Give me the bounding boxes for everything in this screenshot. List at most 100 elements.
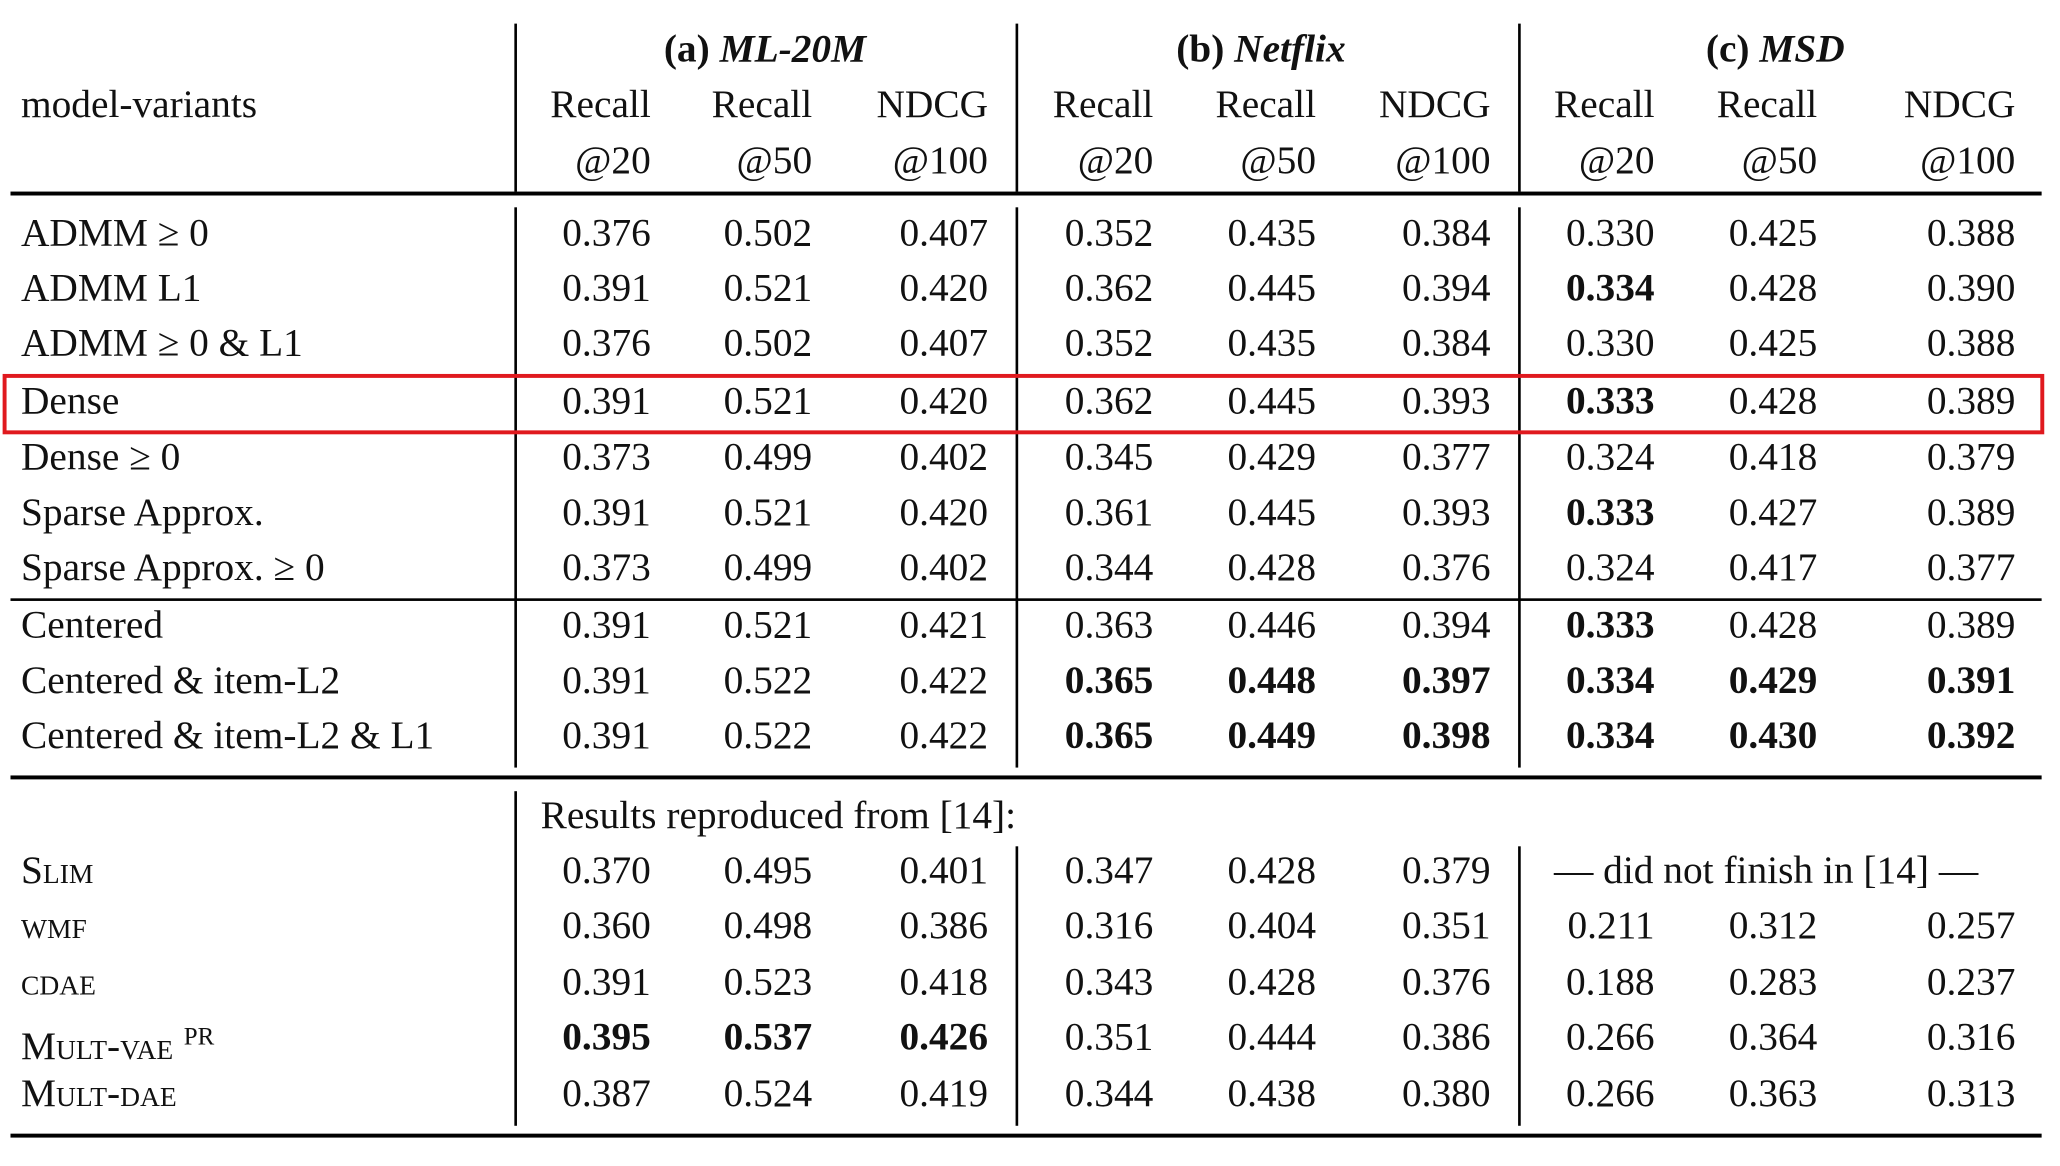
group-name: MSD [1759, 27, 1845, 71]
metric-header: NDCG [1378, 82, 1491, 126]
value-cell: 0.376 [1401, 545, 1491, 590]
baseline-label: Mult-vae PR [20, 1023, 215, 1069]
value-cell: 0.428 [1728, 379, 1818, 423]
table-row-label: Centered & item-L2 [20, 658, 341, 702]
value-cell: 0.418 [899, 960, 989, 1004]
metric-subheader: @50 [1741, 139, 1818, 183]
value-cell: 0.316 [1064, 904, 1154, 948]
value-cell: 0.428 [1728, 603, 1818, 647]
value-cell: 0.334 [1565, 713, 1655, 758]
metric-subheader: @50 [736, 139, 813, 183]
baseline-label: Mult-dae [20, 1071, 177, 1116]
value-cell: 0.363 [1064, 603, 1154, 647]
msd-not-finished-note: — did not finish in [14] — [1553, 848, 1979, 893]
value-cell: 0.391 [562, 713, 651, 758]
value-cell: 0.418 [1728, 435, 1818, 479]
value-cell: 0.352 [1064, 211, 1154, 255]
value-cell: 0.333 [1565, 603, 1655, 647]
metric-header: Recall [711, 82, 813, 126]
value-cell: 0.388 [1926, 321, 2016, 365]
metric-header: NDCG [1903, 82, 2016, 126]
value-cell: 0.333 [1565, 490, 1655, 535]
section-rule [10, 598, 2042, 601]
metric-subheader: @100 [1395, 139, 1491, 183]
value-cell: 0.537 [723, 1015, 813, 1059]
metric-header: Recall [1052, 82, 1154, 126]
value-cell: 0.419 [899, 1071, 989, 1116]
value-cell: 0.386 [1401, 1015, 1491, 1059]
value-cell: 0.324 [1565, 545, 1655, 590]
table-row-label: Sparse Approx. ≥ 0 [20, 545, 325, 590]
value-cell: 0.394 [1401, 603, 1491, 647]
col-separator-body-1 [1015, 207, 1019, 768]
value-cell: 0.211 [1567, 904, 1655, 948]
baseline-label: cdae [20, 960, 97, 1004]
section-rule-lower [10, 775, 2042, 780]
value-cell: 0.377 [1401, 435, 1491, 479]
value-cell: 0.391 [562, 603, 651, 647]
metric-subheader: @100 [1920, 139, 2016, 183]
value-cell: 0.386 [899, 904, 989, 948]
highlight-box [2, 373, 2045, 435]
value-cell: 0.266 [1565, 1071, 1655, 1116]
value-cell: 0.362 [1064, 379, 1154, 423]
group-prefix: (a) [663, 27, 720, 71]
value-cell: 0.521 [723, 266, 813, 310]
value-cell: 0.324 [1565, 435, 1655, 479]
table-row-label: Centered & item-L2 & L1 [20, 713, 435, 758]
value-cell: 0.425 [1728, 211, 1818, 255]
value-cell: 0.428 [1227, 848, 1317, 893]
col-separator-body-0 [514, 207, 517, 768]
metric-subheader: @20 [1077, 139, 1154, 183]
value-cell: 0.398 [1401, 713, 1491, 758]
value-cell: 0.499 [723, 545, 813, 590]
value-cell: 0.522 [723, 713, 813, 758]
value-cell: 0.502 [723, 321, 813, 365]
value-cell: 0.391 [562, 960, 651, 1004]
value-cell: 0.379 [1926, 435, 2016, 479]
metric-header: Recall [550, 82, 651, 126]
group-header-netflix: (b) Netflix [999, 26, 1524, 73]
value-cell: 0.394 [1401, 266, 1491, 310]
value-cell: 0.373 [562, 435, 651, 479]
value-cell: 0.435 [1227, 211, 1317, 255]
value-cell: 0.344 [1064, 545, 1154, 590]
value-cell: 0.391 [562, 658, 651, 702]
value-cell: 0.445 [1227, 490, 1317, 535]
value-cell: 0.257 [1926, 904, 2016, 948]
value-cell: 0.428 [1227, 960, 1317, 1004]
row-label-header: model-variants [20, 82, 258, 126]
metric-subheader: @20 [575, 139, 651, 183]
value-cell: 0.351 [1401, 904, 1491, 948]
col-separator-header-2 [1518, 23, 1521, 192]
col-separator-body-2 [1518, 207, 1521, 768]
value-cell: 0.397 [1401, 658, 1491, 702]
value-cell: 0.376 [562, 321, 651, 365]
value-cell: 0.420 [899, 490, 989, 535]
group-name: ML-20M [719, 27, 867, 71]
metric-subheader: @100 [892, 139, 989, 183]
value-cell: 0.404 [1227, 904, 1317, 948]
label-superscript: PR [183, 1023, 215, 1051]
value-cell: 0.393 [1401, 379, 1491, 423]
value-cell: 0.362 [1064, 266, 1154, 310]
value-cell: 0.438 [1227, 1071, 1317, 1116]
value-cell: 0.422 [899, 658, 989, 702]
group-prefix: (b) [1176, 27, 1235, 71]
value-cell: 0.402 [899, 435, 989, 479]
value-cell: 0.522 [723, 658, 813, 702]
value-cell: 0.373 [562, 545, 651, 590]
value-cell: 0.401 [899, 848, 989, 893]
baseline-label: Slim [20, 848, 94, 893]
value-cell: 0.444 [1227, 1015, 1317, 1059]
value-cell: 0.498 [723, 904, 813, 948]
reproduced-note: Results reproduced from [14]: [540, 793, 1017, 838]
value-cell: 0.391 [1926, 658, 2016, 702]
value-cell: 0.384 [1401, 211, 1491, 255]
value-cell: 0.445 [1227, 379, 1317, 423]
value-cell: 0.351 [1064, 1015, 1154, 1059]
value-cell: 0.330 [1565, 321, 1655, 365]
value-cell: 0.333 [1565, 379, 1655, 423]
table-row-label: ADMM L1 [20, 266, 202, 310]
group-header-ml-20m: (a) ML-20M [503, 26, 1028, 73]
